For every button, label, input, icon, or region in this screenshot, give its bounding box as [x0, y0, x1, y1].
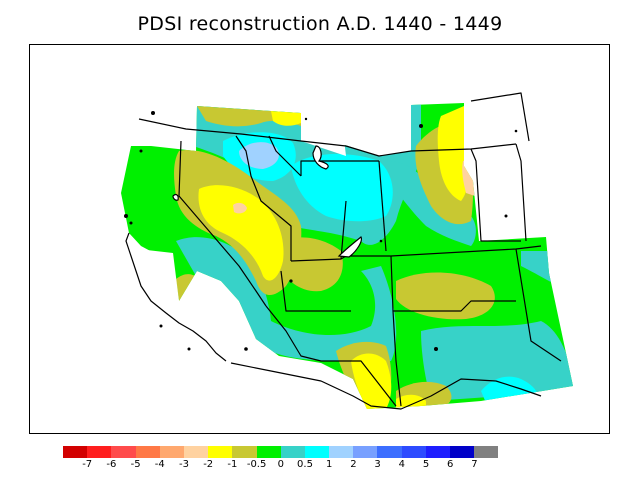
legend-tick-label: -4: [154, 459, 165, 470]
contour-cyan-wyoming: [291, 154, 393, 222]
legend-swatch: [280, 446, 305, 458]
legend-tick-label: -5: [130, 459, 141, 470]
legend-swatch: [377, 446, 402, 458]
contour-olive-central-utah: [281, 237, 343, 292]
legend-swatch: [87, 446, 112, 458]
legend-swatch: [425, 446, 450, 458]
legend-color-bar: [63, 446, 499, 458]
legend-swatch: [135, 446, 160, 458]
legend-swatch: [63, 446, 88, 458]
map-title: PDSI reconstruction A.D. 1440 - 1449: [137, 13, 503, 35]
lakes: [172, 145, 362, 258]
legend-swatch: [450, 446, 475, 458]
legend-tick-label: -2: [203, 459, 214, 470]
legend-tick-label: 7: [471, 459, 478, 470]
legend-swatch: [474, 446, 499, 458]
legend-tick-label: -6: [106, 459, 117, 470]
contour-teal-great-basin: [176, 237, 397, 361]
pdsi-contours: [121, 103, 573, 409]
legend-tick-label: 0: [277, 459, 284, 470]
contour-yellow-idaho: [271, 111, 301, 126]
legend-tick-label: 3: [374, 459, 381, 470]
contour-yellow-montana: [437, 106, 470, 201]
legend-swatch: [256, 446, 281, 458]
contour-olive-far-southwest: [176, 274, 201, 301]
legend-swatch: [304, 446, 330, 458]
pdsi-map: [111, 92, 573, 410]
yellowstone-lake: [312, 145, 329, 170]
legend-swatch: [232, 446, 257, 458]
legend-tick-label: -3: [179, 459, 189, 470]
legend-swatch: [208, 446, 233, 458]
great-salt-lake: [337, 236, 362, 258]
contour-olive-colorado: [396, 272, 495, 320]
contour-lightblue-idaho: [239, 142, 279, 169]
legend-swatch: [401, 446, 426, 458]
legend-tick-label: -0.5: [246, 459, 267, 470]
legend-tick-label: 4: [398, 459, 405, 470]
map-frame: [29, 44, 610, 434]
contour-yellow-southeast: [396, 394, 426, 409]
legend-tick-label: 1: [326, 459, 333, 470]
legend-tick-label: -7: [82, 459, 93, 470]
lake-tahoe: [172, 194, 179, 201]
contour-yellow-nevada: [198, 185, 284, 281]
legend-labels: -7 -6 -5 -4 -3 -2 -1 -0.5 0 0.5 1 2 3 4 5 6 7: [63, 459, 498, 473]
contour-yellow-south: [351, 353, 392, 409]
legend-swatch: [111, 446, 136, 458]
islands: [124, 111, 518, 351]
legend-swatch: [353, 446, 378, 458]
legend-tick-label: -1: [227, 459, 238, 470]
legend-swatch: [183, 446, 209, 458]
legend-tick-label: 2: [350, 459, 357, 470]
state-boundaries: [125, 92, 562, 410]
contour-teal-southeast: [421, 321, 573, 401]
legend-tick-label: 6: [447, 459, 454, 470]
legend-tick-label: 0.5: [297, 459, 313, 470]
legend-swatch: [159, 446, 184, 458]
contour-olive-idaho: [197, 106, 301, 127]
legend-swatch: [329, 446, 354, 458]
contour-peach-nevada: [233, 202, 247, 214]
legend-tick-label: 5: [422, 459, 430, 470]
color-legend: -7 -6 -5 -4 -3 -2 -1 -0.5 0 0.5 1 2 3 4 5 6 7: [63, 446, 499, 473]
